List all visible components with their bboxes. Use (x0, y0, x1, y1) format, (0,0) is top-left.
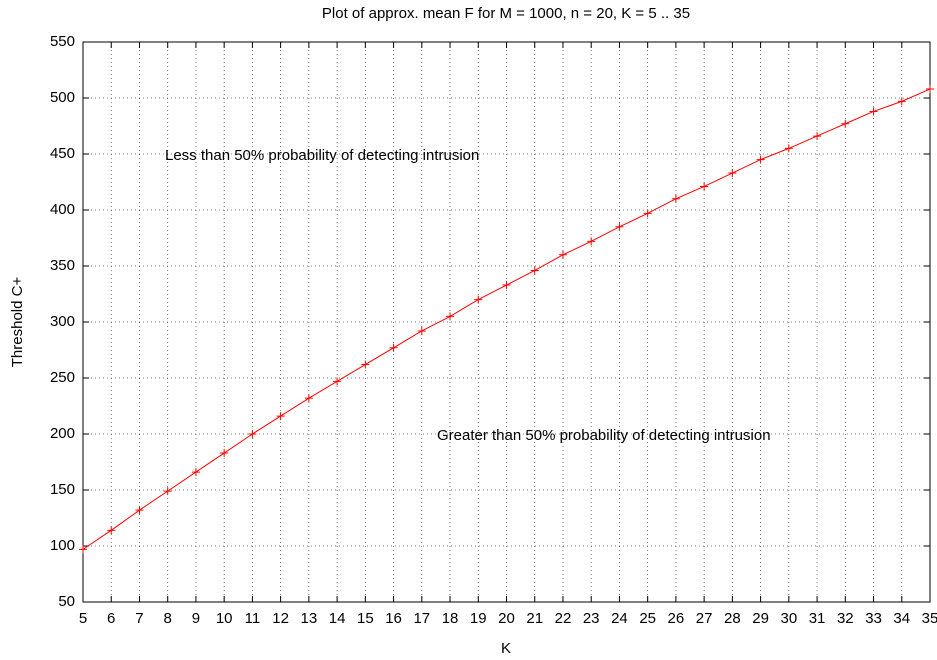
plot-frame (82, 41, 931, 603)
x-tick-label: 21 (526, 610, 543, 627)
x-tick-label: 27 (696, 610, 713, 627)
data-point (784, 144, 793, 153)
data-point (417, 326, 426, 335)
y-tick-label: 350 (50, 257, 75, 274)
data-point (502, 281, 511, 290)
y-tick-label: 300 (50, 313, 75, 330)
x-tick-label: 13 (301, 610, 318, 627)
y-tick-label: 400 (50, 201, 75, 218)
data-point (643, 209, 652, 218)
data-point (841, 119, 850, 128)
x-axis-label: K (501, 640, 511, 657)
y-tick-label: 100 (50, 537, 75, 554)
data-point (474, 295, 483, 304)
data-point (728, 169, 737, 178)
data-point (756, 155, 765, 164)
x-tick-label: 24 (611, 610, 628, 627)
data-point (191, 468, 200, 477)
data-point (671, 194, 680, 203)
data-point (389, 343, 398, 352)
data-point (163, 487, 172, 496)
y-tick-label: 450 (50, 145, 75, 162)
x-tick-label: 23 (583, 610, 600, 627)
x-tick-label: 20 (498, 610, 515, 627)
x-tick-label: 26 (668, 610, 685, 627)
y-tick-label: 200 (50, 425, 75, 442)
x-tick-label: 29 (752, 610, 769, 627)
x-tick-label: 34 (893, 610, 910, 627)
data-point (248, 430, 257, 438)
chart-title: Plot of approx. mean F for M = 1000, n =… (322, 5, 690, 22)
data-point (276, 412, 285, 421)
data-point (926, 85, 934, 94)
x-tick-label: 16 (385, 610, 402, 627)
x-tick-label: 15 (357, 610, 374, 627)
data-point (135, 506, 144, 515)
data-point (615, 222, 624, 231)
data-point (869, 107, 878, 116)
x-tick-label: 28 (724, 610, 741, 627)
y-tick-label: 550 (50, 33, 75, 50)
data-point (333, 377, 342, 386)
y-axis-label: Threshold C+ (9, 277, 26, 368)
data-point (220, 449, 229, 458)
x-tick-label: 8 (164, 610, 172, 627)
x-tick-label: 25 (639, 610, 656, 627)
x-tick-label: 7 (135, 610, 143, 627)
y-tick-label: 500 (50, 89, 75, 106)
data-point (530, 266, 539, 275)
y-tick-label: 50 (58, 593, 75, 610)
data-point (897, 97, 906, 106)
x-tick-label: 12 (272, 610, 289, 627)
x-tick-label: 35 (922, 610, 937, 627)
x-tick-label: 33 (865, 610, 882, 627)
data-point (79, 545, 87, 554)
x-tick-label: 6 (107, 610, 115, 627)
data-point (304, 394, 313, 403)
x-tick-label: 10 (216, 610, 233, 627)
x-tick-label: 30 (780, 610, 797, 627)
x-tick-label: 22 (555, 610, 572, 627)
data-point (361, 360, 370, 369)
y-tick-label: 150 (50, 481, 75, 498)
x-tick-label: 14 (329, 610, 346, 627)
data-point (813, 132, 822, 141)
x-tick-label: 17 (413, 610, 430, 627)
x-tick-label: 5 (79, 610, 87, 627)
x-tick-label: 32 (837, 610, 854, 627)
x-tick-label: 9 (192, 610, 200, 627)
data-point (446, 312, 455, 321)
y-tick-label: 250 (50, 369, 75, 386)
x-tick-label: 31 (809, 610, 826, 627)
data-point (558, 250, 567, 259)
x-tick-label: 18 (442, 610, 459, 627)
annotation: Less than 50% probability of detecting i… (165, 147, 479, 164)
x-tick-label: 11 (245, 610, 261, 627)
data-point (587, 237, 596, 246)
x-tick-label: 19 (470, 610, 487, 627)
annotation: Greater than 50% probability of detectin… (437, 427, 771, 444)
data-point (700, 182, 709, 191)
data-point (107, 526, 116, 535)
